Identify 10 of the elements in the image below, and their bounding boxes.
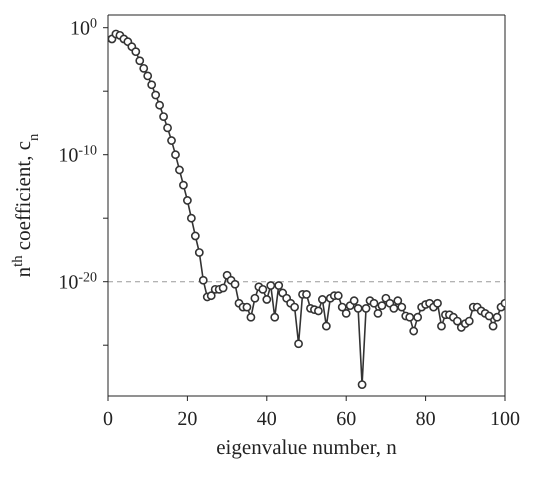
x-tick-label: 20 [177, 408, 198, 430]
x-tick-label: 60 [336, 408, 356, 430]
x-tick-label: 0 [103, 408, 113, 430]
x-axis-title: eigenvalue number, n [216, 435, 398, 459]
x-tick-label: 80 [416, 408, 436, 430]
x-tick-label: 100 [490, 408, 520, 430]
y-tick-label: 10$^{-20}$ [58, 270, 97, 294]
y-tick-label: 10$^{0}$ [70, 16, 97, 40]
x-tick-label: 40 [256, 408, 277, 430]
y-tick-label: 10$^{-10}$ [58, 143, 97, 167]
